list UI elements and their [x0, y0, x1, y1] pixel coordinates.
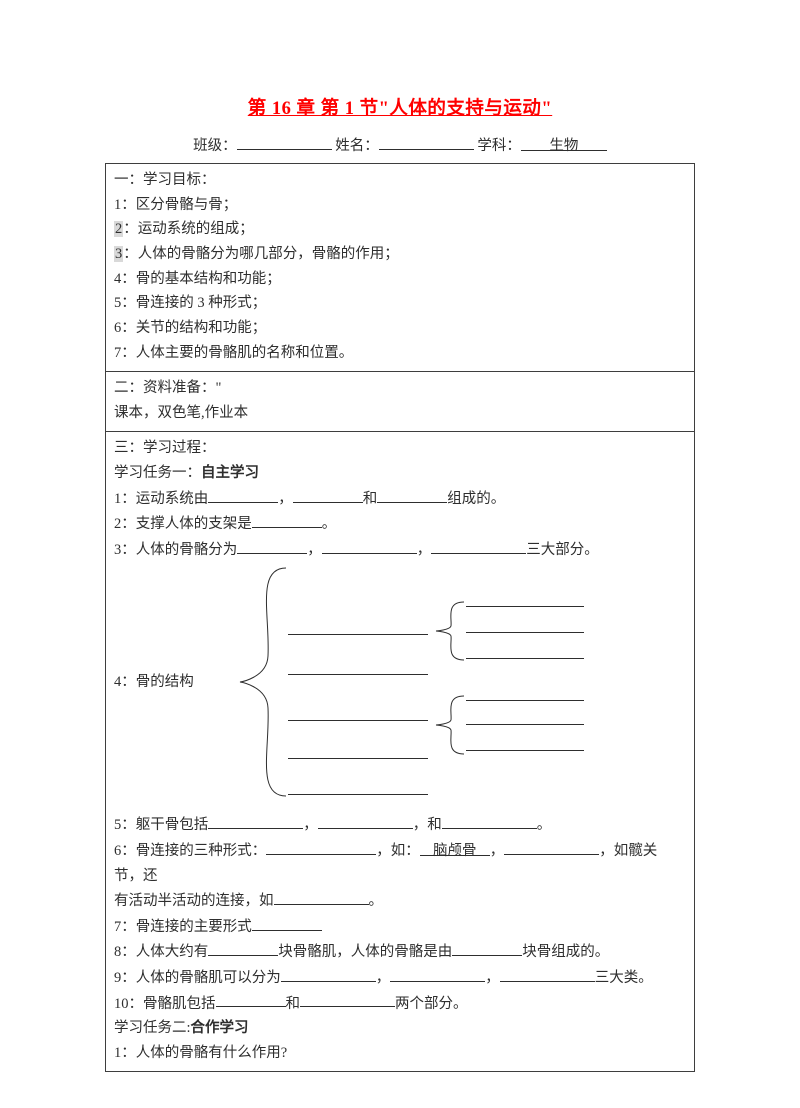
- q1-blank-1: [208, 486, 278, 503]
- q3: 3：人体的骨骼分为，，三大部分。: [114, 537, 686, 563]
- sec1-item-6: 6：关节的结构和功能；: [114, 316, 686, 341]
- small-brace-2: [432, 694, 466, 765]
- q3-blank-1: [237, 537, 307, 554]
- sec1-item-1: 1：区分骨骼与骨；: [114, 193, 686, 218]
- q5-blank-2: [318, 812, 413, 829]
- bone-structure-diagram: 4：骨的结构: [114, 566, 686, 806]
- q9: 9：人体的骨骼肌可以分为，，三大类。: [114, 965, 686, 991]
- q1: 1：运动系统由，和组成的。: [114, 486, 686, 512]
- page-title: 第 16 章 第 1 节"人体的支持与运动": [105, 94, 695, 125]
- q7-blank: [252, 914, 322, 931]
- q1-blank-2: [293, 486, 363, 503]
- sec2-heading: 二：资料准备：": [114, 376, 686, 401]
- section-materials: 二：资料准备：" 课本，双色笔,作业本: [105, 372, 695, 432]
- big-brace: [236, 566, 288, 798]
- task1-bold: 自主学习: [201, 465, 259, 481]
- q6-cont: 有活动半活动的连接，如。: [114, 888, 686, 914]
- q6-blank-2: [504, 838, 599, 855]
- name-label: 姓名：: [335, 138, 379, 154]
- class-label: 班级：: [193, 138, 237, 154]
- q9-blank-3: [500, 965, 595, 982]
- subject-label: 学科：: [477, 138, 521, 154]
- task1-line: 学习任务一：自主学习: [114, 461, 686, 486]
- small-brace-1: [432, 600, 466, 671]
- coop-q1: 1：人体的骨骼有什么作用?: [114, 1041, 686, 1066]
- sec1-item-3-mark: 3: [114, 246, 123, 262]
- q2: 2：支撑人体的支架是。: [114, 511, 686, 537]
- sec1-item-2: 2：运动系统的组成；: [114, 217, 686, 242]
- diagram-label: 4：骨的结构: [114, 670, 194, 695]
- q1-blank-3: [377, 486, 447, 503]
- sec1-item-2-mark: 2: [114, 221, 123, 237]
- q10-blank-2: [300, 991, 395, 1008]
- q5-blank-1: [208, 812, 303, 829]
- q5-blank-3: [442, 812, 537, 829]
- q8-blank-1: [208, 939, 278, 956]
- name-blank: [379, 133, 474, 150]
- section-process: 三：学习过程： 学习任务一：自主学习 1：运动系统由，和组成的。 2：支撑人体的…: [105, 432, 695, 1072]
- sec3-heading: 三：学习过程：: [114, 436, 686, 461]
- subject-value: 生物: [521, 134, 607, 151]
- q2-blank: [252, 511, 322, 528]
- sec1-item-7: 7：人体主要的骨骼肌的名称和位置。: [114, 341, 686, 366]
- task2-bold: 合作学习: [191, 1020, 249, 1036]
- sec2-body: 课本，双色笔,作业本: [114, 401, 686, 426]
- q10: 10：骨骼肌包括和两个部分。: [114, 991, 686, 1017]
- sec1-item-4: 4：骨的基本结构和功能；: [114, 267, 686, 292]
- q5: 5：躯干骨包括，，和。: [114, 812, 686, 838]
- sec1-item-5: 5：骨连接的 3 种形式；: [114, 291, 686, 316]
- q6: 6：骨连接的三种形式：，如：脑颅骨，，如髋关节，还: [114, 838, 686, 888]
- task2-line: 学习任务二:合作学习: [114, 1016, 686, 1041]
- q6-blank-1: [266, 838, 376, 855]
- header-fields: 班级： 姓名： 学科：生物: [105, 133, 695, 159]
- class-blank: [237, 133, 332, 150]
- q3-blank-2: [322, 537, 417, 554]
- q9-blank-2: [390, 965, 485, 982]
- q8: 8：人体大约有块骨骼肌，人体的骨骼是由块骨组成的。: [114, 939, 686, 965]
- q7: 7：骨连接的主要形式: [114, 914, 686, 940]
- q10-blank-1: [216, 991, 286, 1008]
- q3-blank-3: [431, 537, 526, 554]
- section-objectives: 一：学习目标： 1：区分骨骼与骨； 2：运动系统的组成； 3：人体的骨骼分为哪几…: [105, 163, 695, 372]
- sec1-heading: 一：学习目标：: [114, 168, 686, 193]
- q9-blank-1: [281, 965, 376, 982]
- q8-blank-2: [452, 939, 522, 956]
- q6-blank-3: [274, 888, 369, 905]
- q6-underline-fixed: 脑颅骨: [420, 839, 490, 856]
- sec1-item-3: 3：人体的骨骼分为哪几部分，骨骼的作用；: [114, 242, 686, 267]
